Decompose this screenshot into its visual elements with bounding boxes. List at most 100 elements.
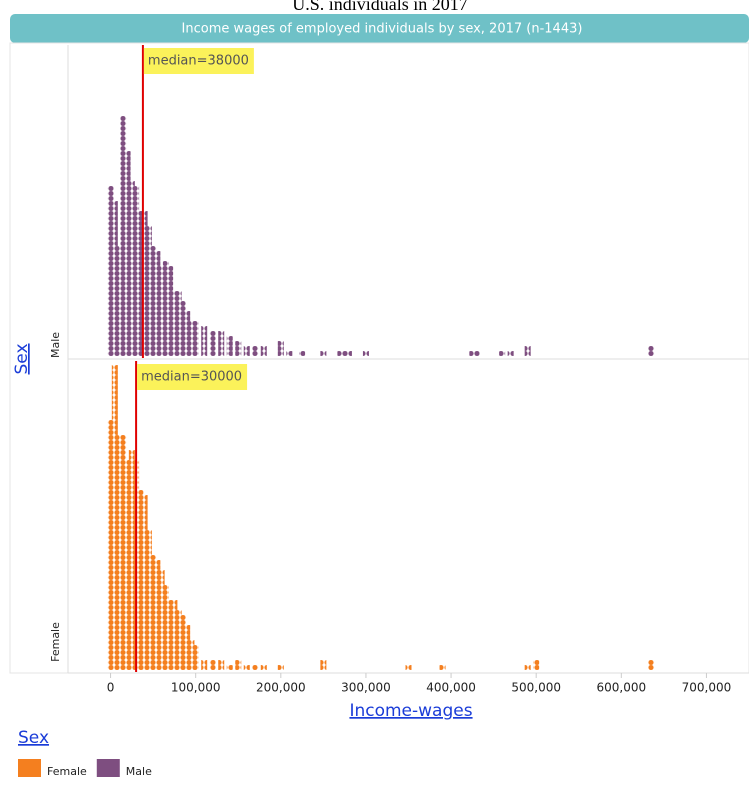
dot-column	[150, 246, 157, 356]
dot-column	[499, 351, 506, 356]
category-label: Female	[49, 622, 62, 662]
chart-subtitle: U.S. individuals in 2017	[292, 0, 468, 14]
legend-label: Female	[47, 765, 87, 778]
dot-column	[171, 291, 178, 356]
dot-column	[345, 351, 352, 356]
dot-column	[150, 555, 157, 670]
dot-column	[235, 341, 242, 356]
dot-column	[141, 211, 148, 356]
dot-column	[405, 665, 412, 670]
dot-column	[120, 435, 127, 670]
x-tick-label: 200,000	[256, 681, 306, 695]
dot-column	[137, 211, 144, 356]
dot-column	[218, 331, 225, 356]
dot-column	[188, 640, 195, 670]
dot-column	[252, 665, 259, 670]
median-label-bg	[143, 48, 254, 74]
dot-column	[320, 660, 327, 670]
dot-column	[167, 600, 174, 670]
dot-column	[124, 151, 131, 356]
dot-column	[154, 251, 161, 356]
dot-column	[111, 201, 118, 356]
dot-column	[524, 346, 531, 356]
dot-column	[158, 266, 165, 356]
x-tick-label: 300,000	[341, 681, 391, 695]
dot-column	[218, 660, 225, 670]
dot-column	[120, 116, 127, 356]
median-label-bg	[137, 364, 248, 390]
x-tick-label: 100,000	[171, 681, 221, 695]
dot-column	[158, 570, 165, 670]
dot-column	[175, 291, 182, 356]
dot-column	[201, 326, 208, 356]
dot-column	[648, 346, 655, 356]
dot-column	[201, 660, 208, 670]
dot-column	[260, 665, 267, 670]
dot-column	[184, 311, 191, 356]
y-axis-title[interactable]: Sex	[12, 343, 32, 374]
dot-column	[162, 261, 169, 356]
dot-column	[524, 665, 531, 670]
dot-column	[192, 321, 199, 356]
dot-column	[320, 351, 327, 356]
dot-column	[137, 490, 144, 670]
dot-column	[179, 301, 186, 356]
dot-column	[111, 365, 118, 670]
dot-column	[299, 351, 306, 356]
x-axis-title[interactable]: Income-wages	[349, 701, 472, 721]
x-tick-label: 400,000	[426, 681, 476, 695]
dot-column	[128, 181, 135, 356]
title-bar	[10, 14, 749, 43]
chart-title: Income wages of employed individuals by …	[182, 22, 583, 37]
legend-title[interactable]: Sex	[18, 728, 49, 748]
dot-column	[341, 351, 348, 356]
dot-column	[507, 351, 514, 356]
category-label: Male	[49, 332, 62, 358]
x-tick-label: 700,000	[682, 681, 732, 695]
dot-column	[145, 226, 152, 356]
dot-column	[226, 336, 233, 356]
dot-column	[243, 346, 250, 356]
dot-column	[171, 600, 178, 670]
dot-column	[133, 186, 140, 356]
dot-column	[362, 351, 369, 356]
dot-column	[260, 346, 267, 356]
dot-column	[192, 645, 199, 670]
x-tick-label: 0	[107, 681, 115, 695]
dot-column	[243, 665, 250, 670]
dot-column	[235, 660, 242, 670]
dot-column	[277, 341, 284, 356]
dot-column	[226, 665, 233, 670]
dot-column	[277, 665, 284, 670]
median-label: median=38000	[148, 54, 249, 69]
dot-column	[128, 450, 135, 670]
dot-column	[162, 585, 169, 670]
dot-column	[648, 660, 655, 670]
dot-column	[286, 351, 293, 356]
dot-column	[107, 186, 114, 356]
dot-column	[124, 460, 131, 670]
dot-column	[141, 495, 148, 670]
x-tick-label: 600,000	[597, 681, 647, 695]
legend-swatch	[18, 759, 41, 777]
dot-column	[209, 660, 216, 670]
dot-column	[116, 246, 123, 356]
dot-column	[473, 351, 480, 356]
dot-column	[184, 625, 191, 670]
dot-column	[179, 615, 186, 670]
dot-column	[469, 351, 476, 356]
x-tick-label: 500,000	[511, 681, 561, 695]
legend-label: Male	[126, 765, 152, 778]
dot-column	[439, 665, 446, 670]
dot-column	[154, 560, 161, 670]
dot-column	[116, 435, 123, 670]
dot-column	[145, 530, 152, 670]
dot-column	[107, 420, 114, 670]
dot-column	[337, 351, 344, 356]
dot-column	[252, 346, 259, 356]
dot-column	[167, 266, 174, 356]
legend-swatch	[96, 759, 120, 777]
dot-column	[175, 610, 182, 670]
dot-column	[533, 660, 540, 670]
